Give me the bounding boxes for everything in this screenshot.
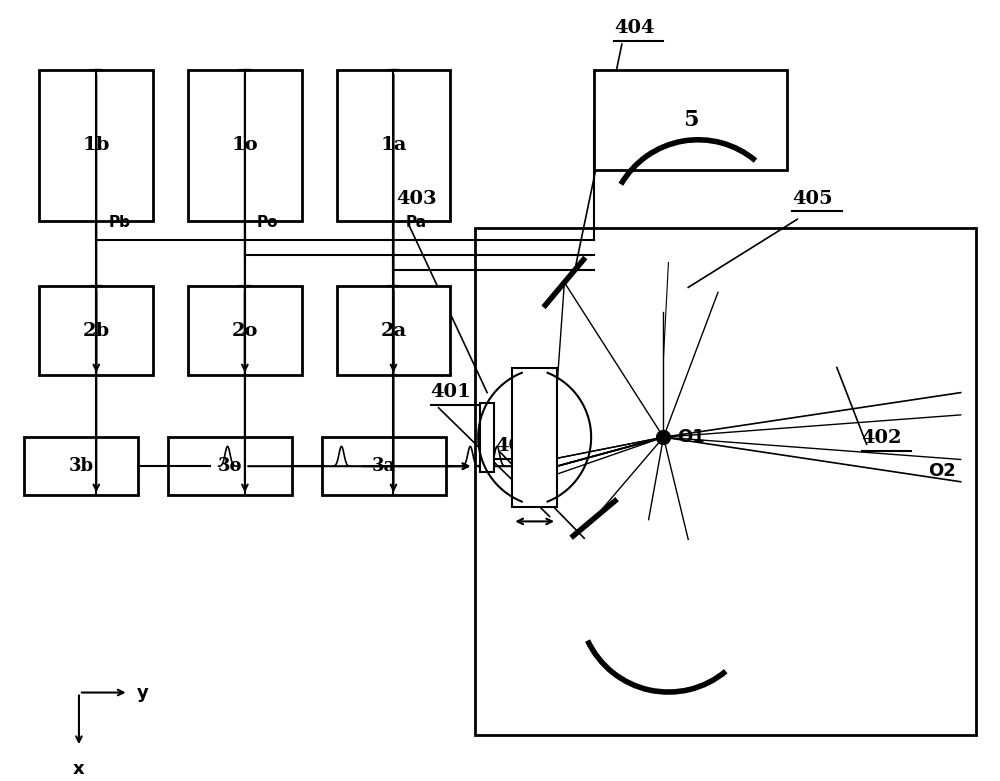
Bar (24, 437, 138, 495)
Text: 1a: 1a (380, 136, 407, 154)
Text: 403: 403 (396, 190, 437, 208)
Text: 2a: 2a (380, 322, 407, 340)
Text: 401: 401 (431, 383, 471, 401)
Text: O2: O2 (928, 462, 956, 480)
Bar (337, 287, 450, 376)
Text: 5: 5 (683, 109, 698, 131)
Text: 1o: 1o (232, 136, 258, 154)
Bar (168, 437, 292, 495)
Bar (188, 287, 302, 376)
Bar (322, 437, 446, 495)
Text: Pa: Pa (405, 215, 427, 230)
Bar (512, 368, 557, 507)
Bar (39, 70, 153, 220)
Text: 3a: 3a (372, 457, 396, 475)
Text: 405: 405 (792, 190, 833, 208)
Bar (480, 402, 494, 472)
Bar (475, 228, 976, 735)
Text: 3b: 3b (69, 457, 94, 475)
Bar (39, 287, 153, 376)
Text: 2b: 2b (83, 322, 110, 340)
Text: 1b: 1b (83, 136, 110, 154)
Text: Pb: Pb (108, 215, 130, 230)
Text: 3o: 3o (218, 457, 242, 475)
Bar (337, 70, 450, 220)
Text: Po: Po (257, 215, 278, 230)
Text: 2o: 2o (232, 322, 258, 340)
Text: 402: 402 (862, 430, 902, 448)
Text: y: y (136, 683, 148, 701)
Text: x: x (73, 760, 85, 778)
Text: O1: O1 (677, 428, 705, 446)
Bar (188, 70, 302, 220)
Text: 404: 404 (614, 20, 654, 37)
Bar (594, 70, 787, 170)
Text: 406: 406 (495, 437, 536, 455)
